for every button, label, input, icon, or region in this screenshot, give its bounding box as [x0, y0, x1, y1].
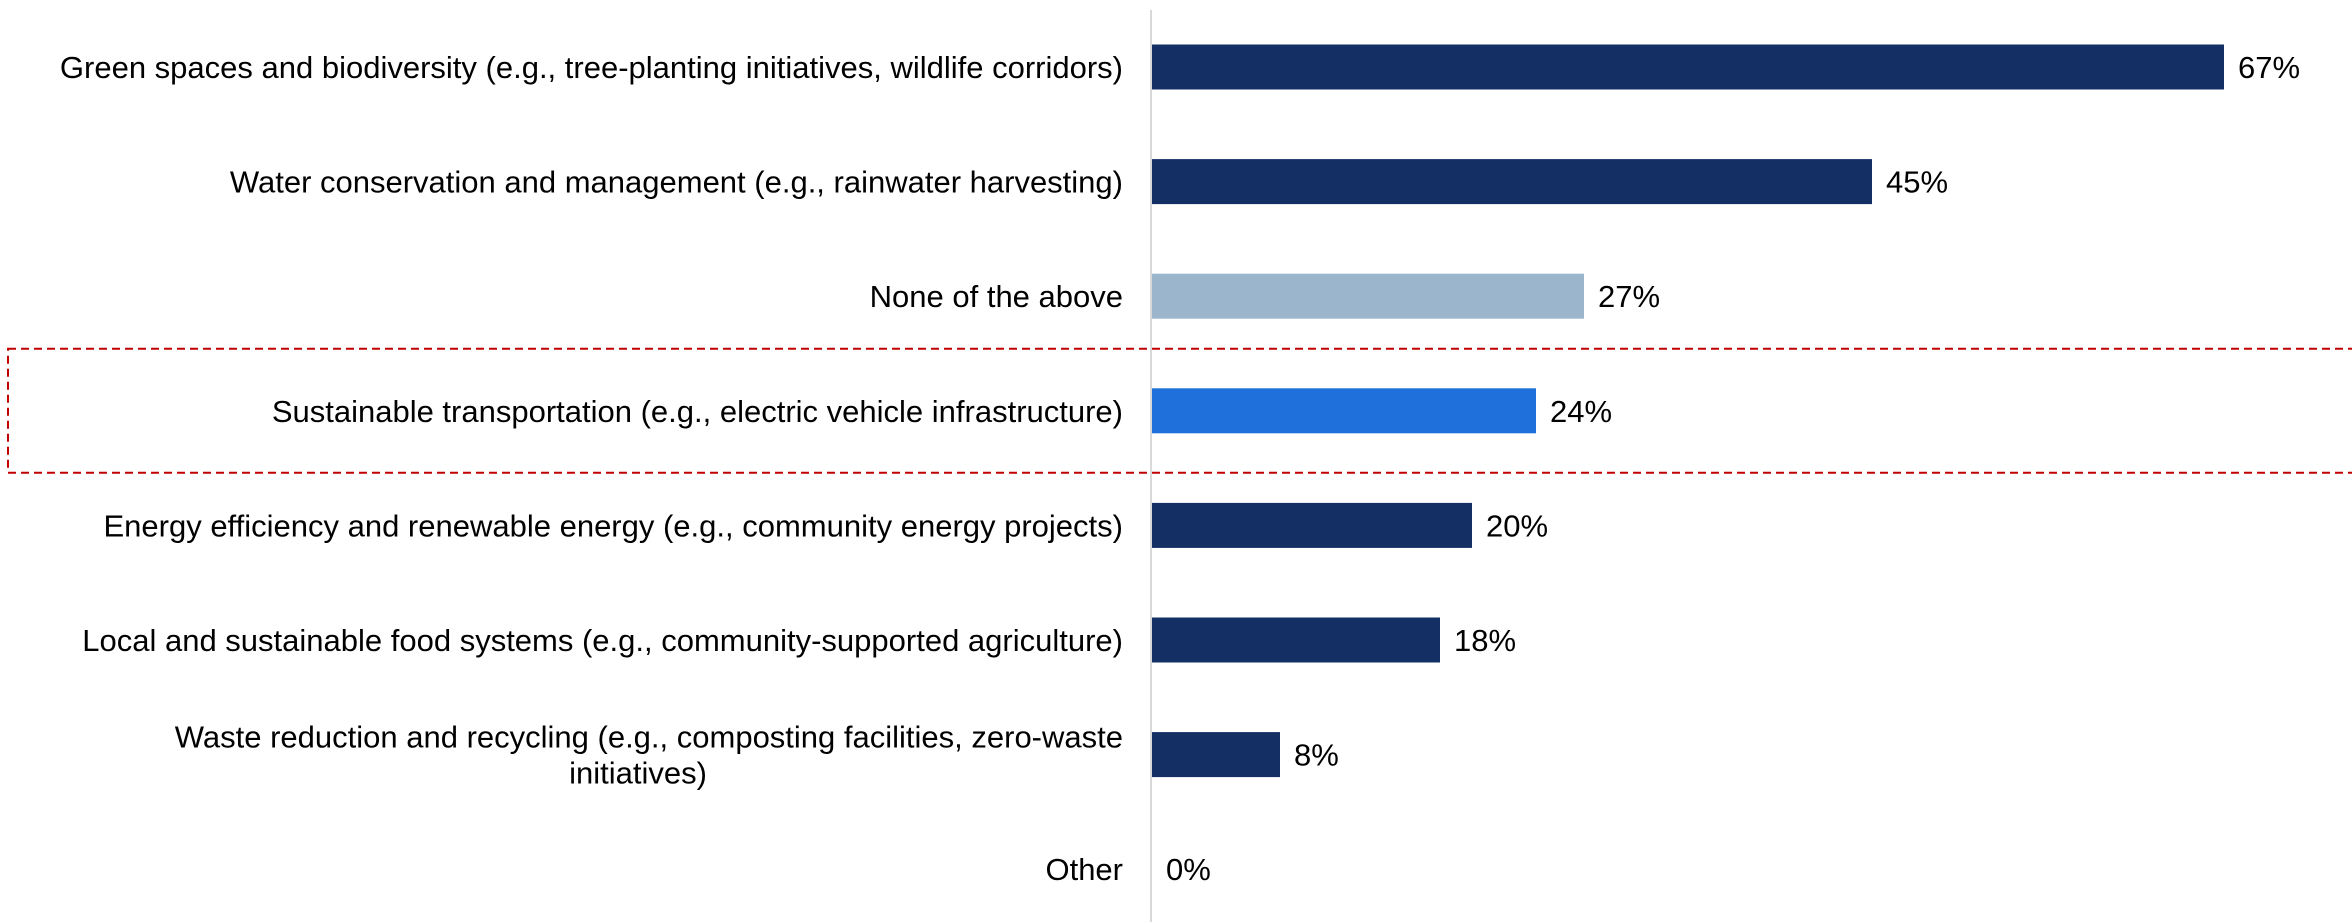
value-label: 20%	[1486, 508, 1548, 543]
category-label-line: Water conservation and management (e.g.,…	[230, 165, 1123, 200]
category-label: Local and sustainable food systems (e.g.…	[82, 623, 1123, 658]
category-label: Other	[1045, 852, 1123, 887]
highlight-layer	[7, 347, 2352, 474]
value-label: 24%	[1550, 394, 1612, 429]
value-labels: 67% 45% 27% 24% 20% 18% 8% 0%	[1166, 50, 2300, 887]
category-label-line: Energy efficiency and renewable energy (…	[103, 508, 1123, 543]
bar	[1152, 44, 2224, 90]
category-label-line: Green spaces and biodiversity (e.g., tre…	[60, 50, 1123, 85]
value-label: 45%	[1886, 165, 1948, 200]
category-label: None of the above	[870, 279, 1123, 314]
category-label-line: None of the above	[870, 279, 1123, 314]
category-label: Sustainable transportation (e.g., electr…	[272, 394, 1123, 429]
category-label: Energy efficiency and renewable energy (…	[103, 508, 1123, 543]
bar	[1152, 159, 1872, 205]
bar	[1152, 732, 1280, 778]
category-label-line: Other	[1045, 852, 1123, 887]
value-label: 18%	[1454, 623, 1516, 658]
highlight-box	[7, 347, 2352, 474]
category-label-line: initiatives)	[569, 756, 707, 791]
category-label-line: Sustainable transportation (e.g., electr…	[272, 394, 1123, 429]
category-labels: Green spaces and biodiversity (e.g., tre…	[60, 50, 1123, 887]
bar	[1152, 617, 1440, 663]
category-label-line: Local and sustainable food systems (e.g.…	[82, 623, 1123, 658]
category-label-line: Waste reduction and recycling (e.g., com…	[175, 720, 1123, 755]
category-label: Green spaces and biodiversity (e.g., tre…	[60, 50, 1123, 85]
bar	[1152, 502, 1472, 548]
category-label: Waste reduction and recycling (e.g., com…	[175, 720, 1123, 791]
value-label: 8%	[1294, 738, 1339, 773]
bars-layer	[1152, 44, 2224, 778]
bar	[1152, 273, 1584, 319]
value-label: 0%	[1166, 852, 1211, 887]
value-label: 67%	[2238, 50, 2300, 85]
value-label: 27%	[1598, 279, 1660, 314]
bar	[1152, 388, 1536, 434]
category-label: Water conservation and management (e.g.,…	[230, 165, 1123, 200]
